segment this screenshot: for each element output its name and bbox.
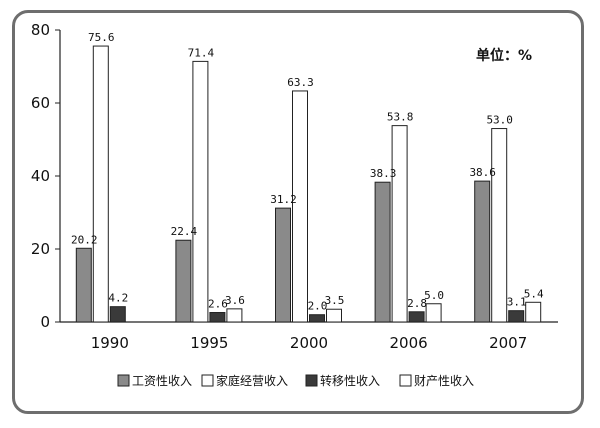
data-label: 5.4 — [524, 287, 544, 300]
data-label: 38.3 — [370, 167, 397, 180]
bar — [508, 310, 525, 323]
data-label: 3.6 — [225, 294, 245, 307]
bar — [292, 90, 308, 323]
data-label: 2.8 — [407, 297, 427, 310]
legend-label: 转移性收入 — [320, 373, 380, 388]
y-tick-label: 40 — [31, 167, 50, 185]
bar — [275, 207, 291, 323]
data-label: 31.2 — [270, 193, 297, 206]
bar — [92, 45, 109, 323]
bar — [109, 306, 126, 323]
axes: 0 20 40 60 80 1990 1995 2000 2006 2007 — [31, 21, 558, 352]
legend: 工资性收入 家庭经营收入 转移性收入 财产性收入 — [117, 373, 474, 388]
x-tick-label: 1990 — [91, 334, 129, 352]
legend-label: 工资性收入 — [132, 374, 192, 388]
data-label: 20.2 — [71, 233, 98, 246]
data-label: 3.5 — [325, 294, 345, 307]
data-label: 38.6 — [469, 166, 496, 179]
legend-swatch — [399, 374, 412, 387]
value-labels: 20.2 75.6 4.2 22.4 71.4 2.63.6 31.2 63.3 2.03.5 3… — [71, 31, 544, 313]
data-label: 3.1 — [507, 296, 527, 309]
bar — [209, 312, 226, 323]
y-tick-label: 80 — [31, 21, 50, 39]
data-label: 71.4 — [188, 46, 215, 59]
x-tick-label: 2007 — [489, 334, 527, 352]
bar — [491, 128, 508, 323]
data-label: 2.0 — [308, 300, 328, 313]
legend-label: 家庭经营收入 — [216, 373, 288, 388]
bar — [474, 180, 491, 323]
x-tick-label: 2006 — [390, 334, 428, 352]
data-label: 4.2 — [108, 292, 128, 305]
y-tick-label: 0 — [40, 313, 50, 331]
data-label: 2.6 — [208, 298, 228, 311]
bar — [408, 311, 425, 323]
unit-label: 单位：% — [476, 47, 532, 64]
data-label: 53.8 — [387, 111, 414, 124]
data-label: 5.0 — [424, 289, 444, 302]
bar — [309, 314, 325, 323]
legend-label: 财产性收入 — [414, 374, 474, 388]
bar — [226, 308, 243, 323]
data-label: 53.0 — [486, 114, 513, 127]
legend-swatch — [117, 374, 130, 387]
bar — [192, 60, 209, 323]
bar — [525, 301, 542, 323]
data-label: 63.3 — [287, 76, 314, 89]
data-label: 75.6 — [88, 31, 115, 44]
bar — [374, 181, 391, 323]
legend-swatch — [305, 374, 318, 387]
bars — [75, 45, 542, 323]
bar — [391, 125, 408, 323]
y-tick-label: 20 — [31, 240, 50, 258]
y-tick-label: 60 — [31, 94, 50, 112]
data-label: 22.4 — [171, 225, 198, 238]
legend-swatch — [201, 374, 214, 387]
bar — [326, 308, 342, 323]
x-tick-label: 1995 — [190, 334, 228, 352]
bar — [75, 247, 92, 323]
bar — [175, 239, 192, 323]
x-tick-label: 2000 — [290, 334, 328, 352]
bar — [425, 303, 442, 323]
